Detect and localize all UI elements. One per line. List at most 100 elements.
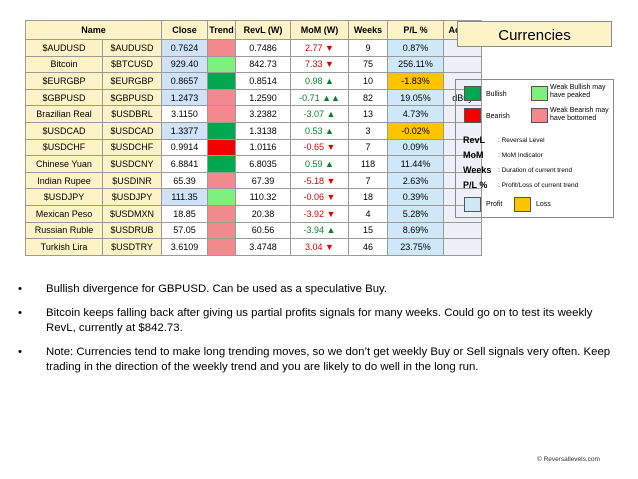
cell-name: $EURGBP xyxy=(25,72,103,90)
footer-copyright: © Reversallevels.com xyxy=(537,456,600,463)
cell-weeks: 9 xyxy=(348,39,388,57)
cell-pl: 0.09% xyxy=(387,138,444,157)
cell-close: 0.8657 xyxy=(161,72,208,90)
cell-trend xyxy=(207,39,236,57)
note-text: Bitcoin keeps falling back after giving … xyxy=(46,307,593,334)
cell-mom: -3.07 ▲ xyxy=(290,105,349,123)
cell-weeks: 82 xyxy=(348,88,388,107)
cell-pl: 0.87% xyxy=(387,39,444,57)
cell-revl: 1.3138 xyxy=(235,121,291,140)
cell-revl: 0.8514 xyxy=(235,72,291,90)
cell-pl: 23.75% xyxy=(387,238,444,256)
table-row: Indian Rupee $USDINR 65.39 67.39 -5.18 ▼ 7 2.6… xyxy=(25,171,482,190)
cell-close: 6.8841 xyxy=(161,155,208,173)
cell-close: 57.05 xyxy=(161,221,208,240)
cell-action xyxy=(443,238,482,256)
header-pl: P/L % xyxy=(387,20,444,40)
cell-pl: -0.02% xyxy=(387,121,444,140)
cell-ticker: $USDTRY xyxy=(102,238,162,256)
cell-name: $AUDUSD xyxy=(25,39,103,57)
weeks-key: Weeks xyxy=(463,165,492,175)
cell-pl: 8.69% xyxy=(387,221,444,240)
weak-bullish-swatch xyxy=(531,86,548,101)
cell-revl: 67.39 xyxy=(235,171,291,190)
cell-weeks: 4 xyxy=(348,204,388,223)
bearish-swatch xyxy=(464,108,481,123)
cell-mom: 0.59 ▲ xyxy=(290,155,349,173)
cell-trend xyxy=(207,105,236,123)
table-row: $USDCHF $USDCHF 0.9914 1.0116 -0.65 ▼ 7 0.09% xyxy=(25,138,482,157)
header-trend: Trend xyxy=(207,20,236,40)
cell-ticker: $USDCHF xyxy=(102,138,162,157)
bullish-swatch xyxy=(464,86,481,101)
note-item: • Note: Currencies tend to make long tren… xyxy=(18,345,623,375)
page-title: Currencies xyxy=(457,21,612,47)
cell-action xyxy=(443,171,482,190)
currency-table: Name Close Trend RevL (W) MoM (W) Weeks … xyxy=(25,20,482,256)
cell-pl: 11.44% xyxy=(387,155,444,173)
header-revl: RevL (W) xyxy=(235,20,291,40)
cell-trend xyxy=(207,121,236,140)
cell-pl: -1.83% xyxy=(387,72,444,90)
pl-key: P/L % xyxy=(463,180,488,190)
cell-trend xyxy=(207,72,236,90)
note-text: Note: Currencies tend to make long trend… xyxy=(46,346,611,373)
cell-ticker: $USDMXN xyxy=(102,204,162,223)
mom-key: MoM xyxy=(463,150,484,160)
cell-name: Indian Rupee xyxy=(25,171,103,190)
cell-trend xyxy=(207,171,236,190)
cell-close: 3.6109 xyxy=(161,238,208,256)
cell-trend xyxy=(207,88,236,107)
cell-revl: 1.0116 xyxy=(235,138,291,157)
cell-name: Brazilian Real xyxy=(25,105,103,123)
cell-mom: -0.06 ▼ xyxy=(290,188,349,206)
cell-pl: 256.11% xyxy=(387,55,444,74)
cell-revl: 1.2590 xyxy=(235,88,291,107)
cell-close: 18.85 xyxy=(161,204,208,223)
header-mom: MoM (W) xyxy=(290,20,349,40)
table-row: $USDJPY $USDJPY 111.35 110.32 -0.06 ▼ 18 0.39% xyxy=(25,188,482,206)
cell-close: 1.3377 xyxy=(161,121,208,140)
cell-revl: 0.7486 xyxy=(235,39,291,57)
cell-revl: 6.8035 xyxy=(235,155,291,173)
cell-trend xyxy=(207,155,236,173)
bullet-dot: • xyxy=(18,283,22,295)
cell-mom: -5.18 ▼ xyxy=(290,171,349,190)
cell-revl: 3.2382 xyxy=(235,105,291,123)
cell-pl: 0.39% xyxy=(387,188,444,206)
cell-weeks: 118 xyxy=(348,155,388,173)
cell-trend xyxy=(207,55,236,74)
bullet-dot: • xyxy=(18,346,22,358)
table-row: $USDCAD $USDCAD 1.3377 1.3138 0.53 ▲ 3 -0.02% xyxy=(25,121,482,140)
cell-action xyxy=(443,55,482,74)
pl-desc: : Profit/Loss of current trend xyxy=(498,182,579,189)
cell-weeks: 13 xyxy=(348,105,388,123)
table-header-row: Name Close Trend RevL (W) MoM (W) Weeks … xyxy=(25,20,482,40)
cell-action xyxy=(443,72,482,90)
cell-trend xyxy=(207,204,236,223)
cell-name: Chinese Yuan xyxy=(25,155,103,173)
cell-mom: -0.71 ▲▲ xyxy=(290,88,349,107)
cell-mom: 0.53 ▲ xyxy=(290,121,349,140)
table-row: Russian Ruble $USDRUB 57.05 60.56 -3.94 ▲ 15 8… xyxy=(25,221,482,240)
cell-close: 111.35 xyxy=(161,188,208,206)
cell-trend xyxy=(207,138,236,157)
table-row: $AUDUSD $AUDUSD 0.7624 0.7486 2.77 ▼ 9 0.87% xyxy=(25,39,482,57)
table-row: Bitcoin $BTCUSD 929.40 842.73 7.33 ▼ 75 256.11… xyxy=(25,55,482,74)
cell-ticker: $GBPUSD xyxy=(102,88,162,107)
cell-revl: 110.32 xyxy=(235,188,291,206)
cell-close: 0.7624 xyxy=(161,39,208,57)
cell-action xyxy=(443,138,482,157)
cell-pl: 4.73% xyxy=(387,105,444,123)
cell-ticker: $USDINR xyxy=(102,171,162,190)
bearish-label: Bearish xyxy=(486,113,510,120)
table-row: Turkish Lira $USDTRY 3.6109 3.4748 3.04 ▼ 46 2… xyxy=(25,238,482,256)
cell-mom: 0.98 ▲ xyxy=(290,72,349,90)
note-item: • Bitcoin keeps falling back after giving… xyxy=(18,306,623,336)
table-row: Brazilian Real $USDBRL 3.1150 3.2382 -3.07 ▲… xyxy=(25,105,482,123)
cell-name: Turkish Lira xyxy=(25,238,103,256)
weak-bearish-label: Weak Bearish may have bottomed xyxy=(550,107,609,122)
cell-pl: 19.05% xyxy=(387,88,444,107)
cell-name: Russian Ruble xyxy=(25,221,103,240)
cell-close: 0.9914 xyxy=(161,138,208,157)
